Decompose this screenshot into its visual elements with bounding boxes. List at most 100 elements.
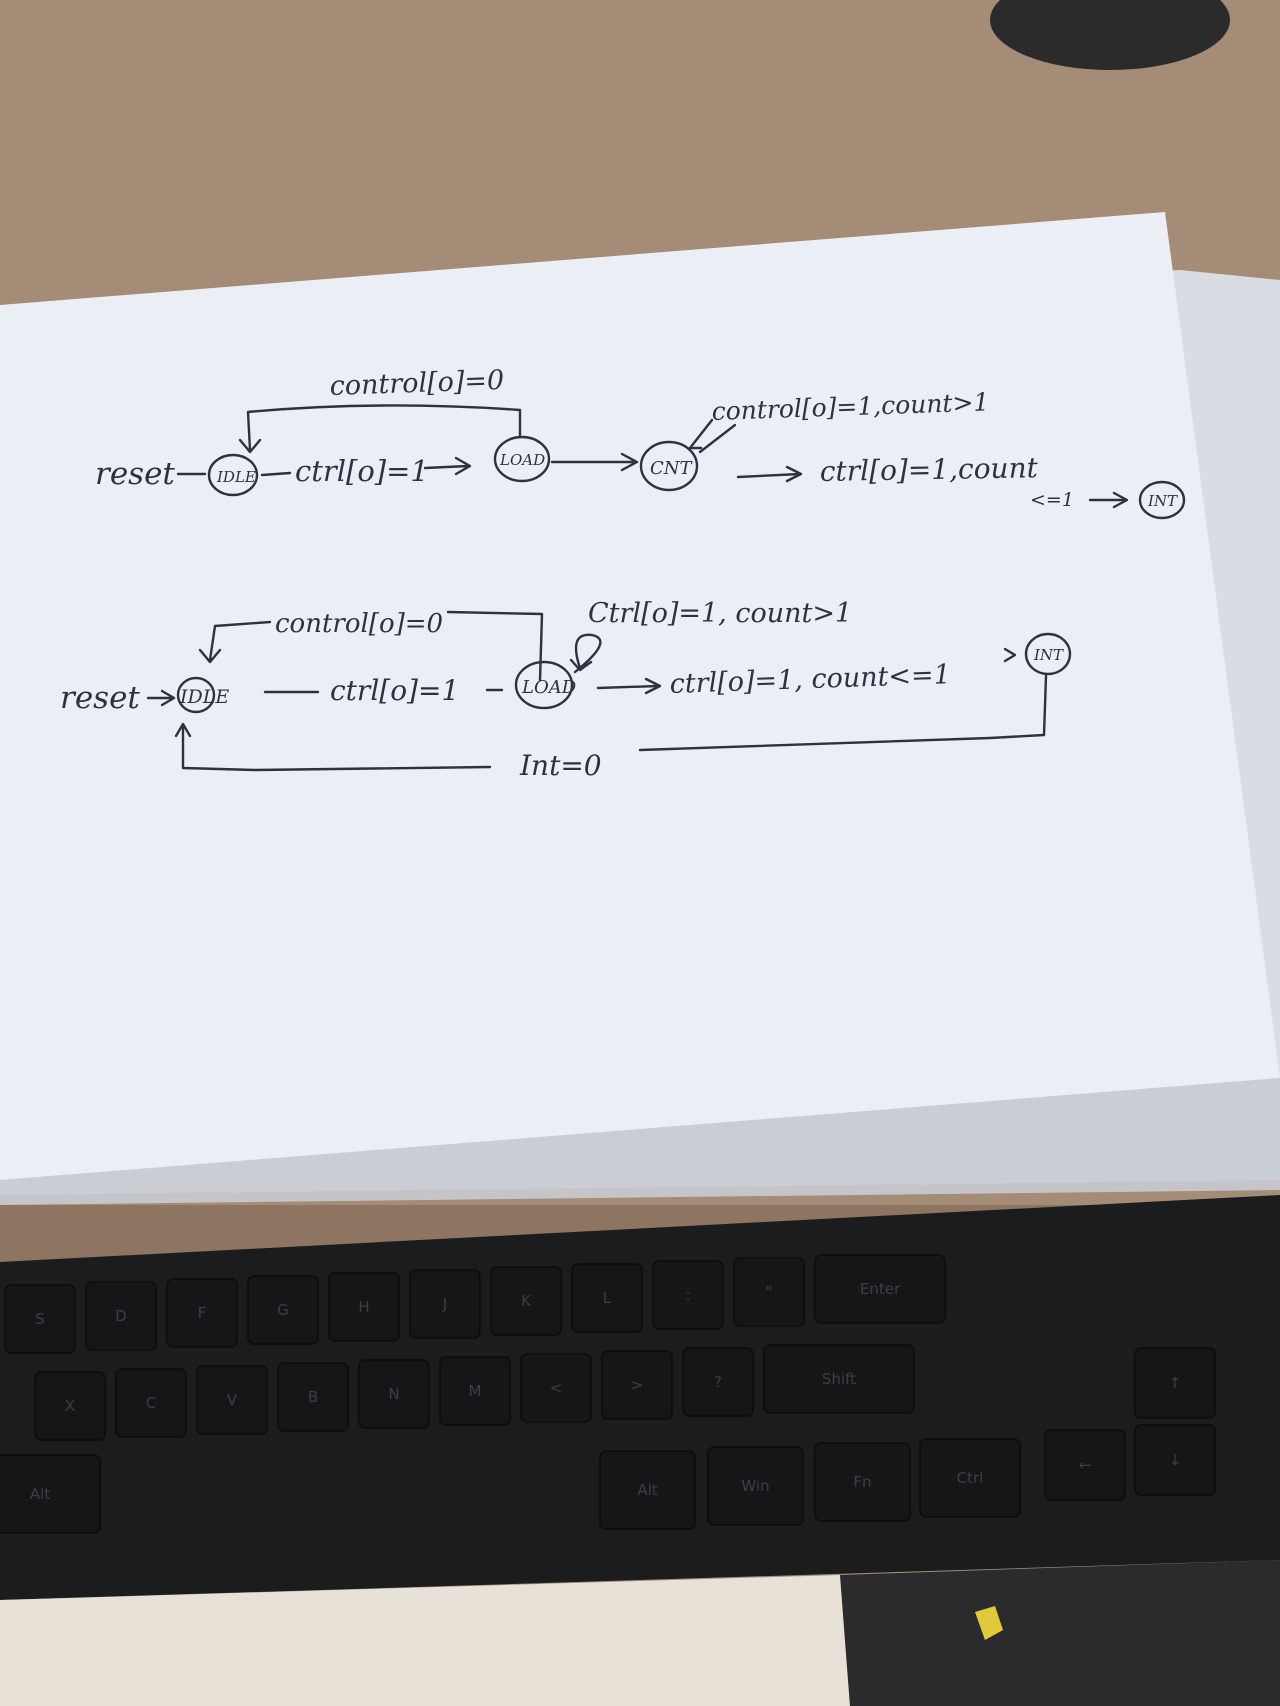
reset-arrow-bottom [146,689,176,707]
key-row2-3-keycap [277,1362,349,1432]
self-loop-arc-bottom [569,633,602,674]
key-row2-4-label: N [388,1385,399,1403]
edge-idle-load-label-top: ctrl[o]=1 [295,454,429,488]
loop-arrow-load-to-idle [246,404,522,452]
key-row2-0-label: X [65,1397,75,1415]
key-arrow-1-label: ← [1079,1456,1092,1474]
arrowhead-idle-top [238,438,262,454]
key-row2-1-keycap [115,1368,187,1438]
key-win-2-label: Win [741,1477,769,1495]
key-row2-7-keycap [601,1350,673,1420]
paper-shadow-edge [0,1078,1280,1205]
return-label-bottom: Int=0 [519,749,602,782]
key-ctrl-4-keycap [919,1438,1021,1518]
loop-label-top: control[o]=0 [329,365,505,402]
state-load-label-bottom: LOAD [521,677,577,698]
key-row2-2-label: V [227,1391,238,1409]
key-row2-1-label: C [146,1394,156,1412]
return-arrow-int-to-idle [181,674,1048,772]
state-idle-label-bottom: IDLE [179,686,229,708]
key-arrow-2-label: ↓ [1169,1451,1182,1469]
state-load-label-top: LOAD [499,451,545,469]
key-row1-3-label: G [277,1301,289,1319]
key-row1-0-keycap [4,1284,76,1354]
key-arrow-2-keycap [1134,1424,1216,1496]
key-row2-8-label: ? [714,1373,722,1391]
key-arrow-0-label: ↑ [1169,1374,1182,1392]
state-idle-bottom [176,676,216,714]
edge-load-int-arrowhead-bottom [1003,647,1017,663]
yellow-scrap [975,1606,1003,1640]
key-alt-0-label: Alt [30,1485,50,1503]
edge-cnt-int-arrow-top [736,465,803,483]
key-row1-1-label: D [115,1307,127,1325]
arrowhead-return-idle [174,722,192,738]
key-enter-keycap [814,1254,946,1324]
key-row1-5-label: J [442,1295,447,1313]
state-load-top [493,435,551,483]
key-row1-5-keycap [409,1269,481,1339]
edge-cnt-int-label-top: ctrl[o]=1,count [820,451,1039,488]
key-row1-8-label: : [685,1286,690,1304]
key-row1-9-keycap [733,1257,805,1327]
key-row1-8-keycap [652,1260,724,1330]
reset-label-bottom: reset [60,680,140,716]
key-row1-3-keycap [247,1275,319,1345]
key-row1-6-keycap [490,1266,562,1336]
state-idle-top [207,453,259,497]
dark-object-top-right [990,0,1230,70]
state-int-label-top: INT [1147,492,1178,510]
state-diagram-top: control[o]=0 reset IDLE ctrl[o]=1 LOAD C… [95,365,1186,520]
key-row1-6-label: K [521,1292,532,1310]
key-row2-5-label: M [469,1382,482,1400]
state-diagram-bottom: control[o]=0 reset IDLE ctrl[o]=1 LOAD C… [60,598,1072,782]
key-row1-4-label: H [358,1298,369,1316]
key-row2-6-keycap [520,1353,592,1423]
key-row2-4-keycap [358,1359,430,1429]
key-row2-8-keycap [682,1347,754,1417]
loop-arrow-load-to-idle-bottom [208,610,544,682]
state-int-top [1138,480,1186,520]
key-alt-0-keycap [0,1454,101,1534]
key-arrow-0-keycap [1134,1347,1216,1419]
self-loop-label-bottom: Ctrl[o]=1, count>1 [588,598,852,629]
key-row2-0-keycap [34,1371,106,1441]
state-int-label-bottom: INT [1033,646,1064,664]
edge-load-int-arrow-bottom [596,677,662,695]
keyboard: S D F G H J K L: " Enter X C V B N M < >? Shift Alt Alt Win… [0,1195,1280,1600]
key-row2-7-label: > [631,1376,644,1394]
key-row1-0-label: S [35,1310,45,1328]
paper-sheet [0,212,1280,1180]
key-shift-keycap [763,1344,915,1414]
key-row2-2-keycap [196,1365,268,1435]
state-idle-label-top: IDLE [216,468,256,486]
key-row1-7-label: L [603,1289,612,1307]
key-arrow-1-keycap [1044,1429,1126,1501]
edge-idle-load-arrow-top [423,456,472,476]
mousepad [840,1560,1280,1706]
edge-cnt-int-arrow2-top [1088,491,1129,509]
self-loop-arrow-cnt-top [688,418,737,454]
state-int-bottom [1024,632,1072,676]
state-load-bottom [514,660,574,710]
state-cnt-top [639,440,699,492]
key-row1-4-keycap [328,1272,400,1342]
key-alt-1-keycap [599,1450,696,1530]
key-fn-3-label: Fn [853,1473,871,1491]
key-enter-label: Enter [860,1280,901,1298]
state-cnt-label-top: CNT [650,458,694,479]
desk-bottom-light [0,1575,850,1706]
key-shift-label: Shift [822,1370,856,1388]
key-row2-5-keycap [439,1356,511,1426]
key-row1-1-keycap [85,1281,157,1351]
key-row2-3-label: B [308,1388,318,1406]
loop-label-bottom: control[o]=0 [275,609,443,639]
key-row1-2-label: F [198,1304,207,1322]
arrowhead-idle-bottom [198,648,222,664]
key-win-2-keycap [707,1446,804,1526]
edge-idle-load-top-left [260,471,292,477]
edge-cnt-int-label2-top: <=1 [1030,489,1074,511]
key-row2-6-label: < [550,1379,563,1397]
edge-idle-load-label-bottom: ctrl[o]=1 [330,674,459,707]
